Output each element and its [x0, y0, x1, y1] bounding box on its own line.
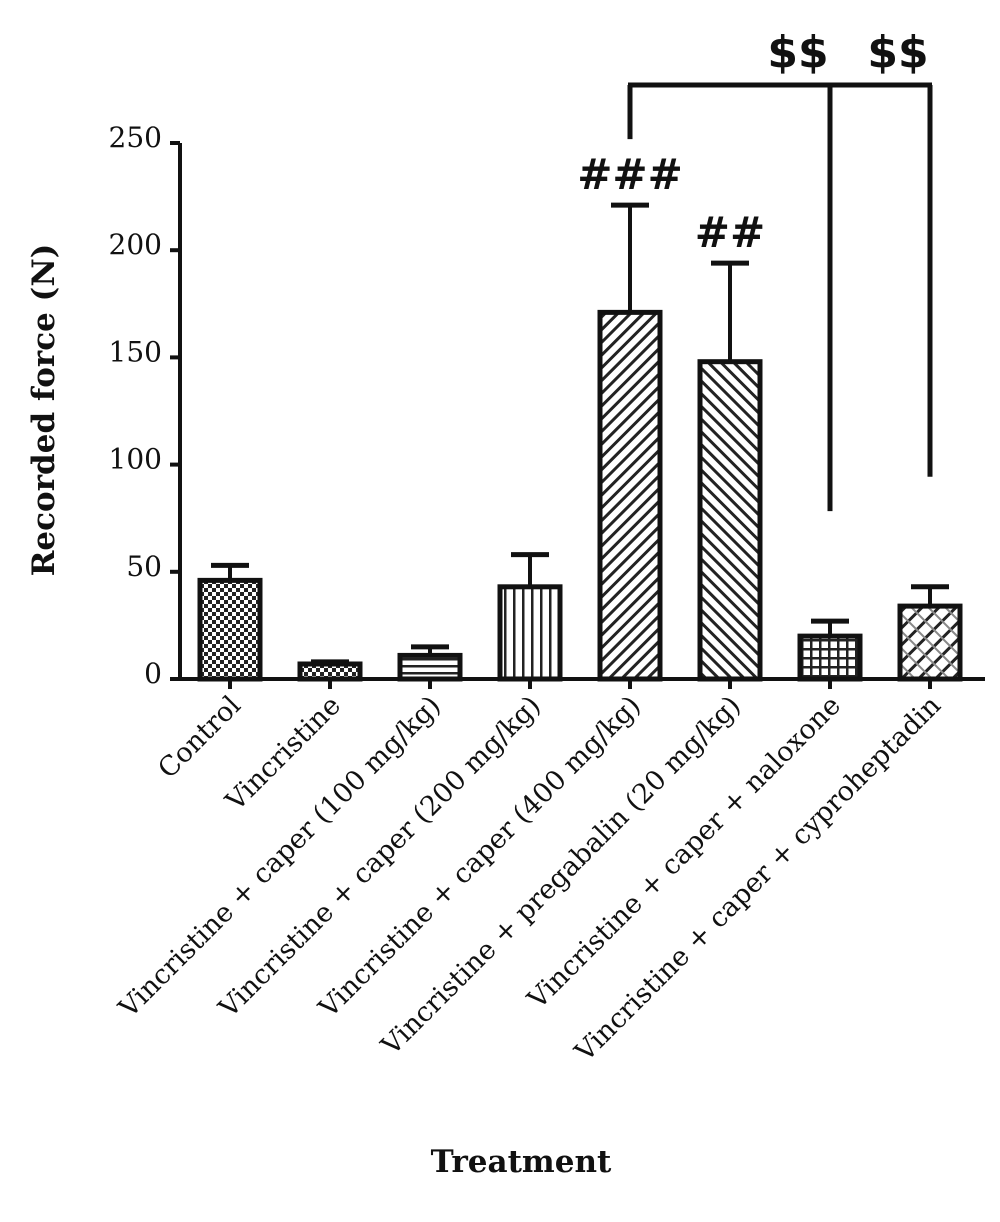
y-ticks: 0 50 100 150 200 250 [109, 121, 180, 690]
y-axis: 0 50 100 150 200 250 [109, 121, 182, 690]
y-tick-label: 50 [126, 550, 162, 583]
significance-label: ### [577, 150, 683, 199]
y-tick-label: 0 [144, 657, 162, 690]
error-bars [211, 202, 949, 665]
bar [497, 584, 563, 682]
y-axis-title: Recorded force (N) [26, 244, 62, 577]
bar [897, 603, 963, 682]
bar [297, 661, 363, 682]
bar [197, 577, 263, 682]
category-label: Control [152, 690, 247, 785]
category-label: Vincristine + pregabalin (20 mg/kg) [375, 690, 747, 1062]
x-axis-title: Treatment [431, 1144, 612, 1180]
category-label: Vincristine + caper + cyproheptadin [569, 690, 947, 1068]
bars [197, 309, 963, 682]
y-tick-label: 100 [109, 443, 162, 476]
comparison-brackets: $$ $$ [627, 27, 933, 512]
comparison-label: $$ [767, 27, 828, 78]
bar [397, 652, 463, 682]
y-tick-label: 150 [109, 335, 162, 368]
significance-label: ## [695, 208, 765, 257]
significance-markers: ##### [577, 150, 765, 257]
bar [597, 309, 663, 682]
y-tick-label: 250 [109, 121, 162, 154]
y-tick-label: 200 [109, 228, 162, 261]
bar [697, 359, 763, 682]
bar [797, 633, 863, 682]
comparison-label: $$ [867, 27, 928, 78]
